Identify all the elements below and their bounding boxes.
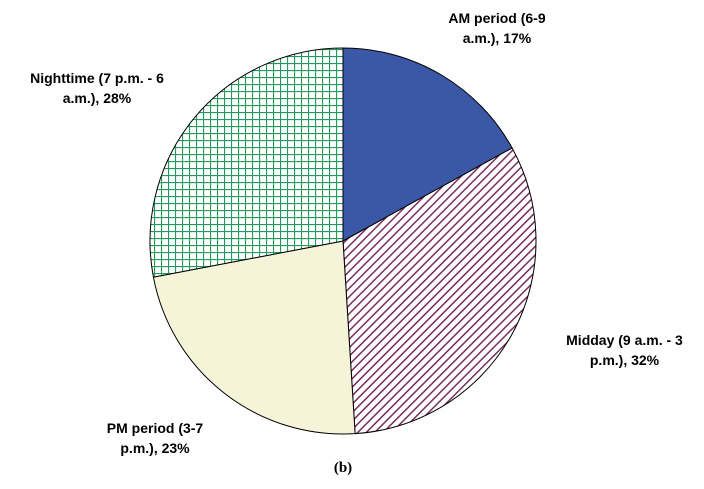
pie-slice xyxy=(152,240,356,435)
slice-label: PM period (3-7 p.m.), 23% xyxy=(106,420,204,456)
pie-slice xyxy=(342,47,513,242)
caption: (b) xyxy=(333,460,353,476)
slice-label: Nighttime (7 p.m. - 6 a.m.), 28% xyxy=(30,70,164,106)
slice-label: Midday (9 a.m. - 3 p.m.), 32% xyxy=(566,332,683,368)
pie-slice xyxy=(342,147,537,435)
slice-label: AM period (6-9 a.m.), 17% xyxy=(448,10,546,46)
pie-slice xyxy=(149,47,344,278)
